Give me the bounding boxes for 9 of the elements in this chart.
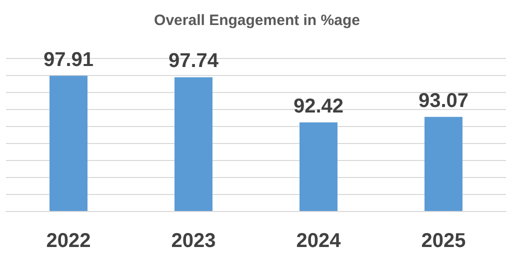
chart-title: Overall Engagement in %age <box>154 12 360 29</box>
data-label: 97.74 <box>168 50 220 72</box>
data-label: 92.42 <box>293 95 344 118</box>
x-tick-label: 2024 <box>296 230 342 252</box>
x-tick-label: 2025 <box>421 230 466 252</box>
x-tick-label: 2022 <box>46 230 91 252</box>
data-label: 97.91 <box>43 48 94 71</box>
data-label: 93.07 <box>418 90 469 112</box>
x-tick-label: 2023 <box>171 230 216 252</box>
